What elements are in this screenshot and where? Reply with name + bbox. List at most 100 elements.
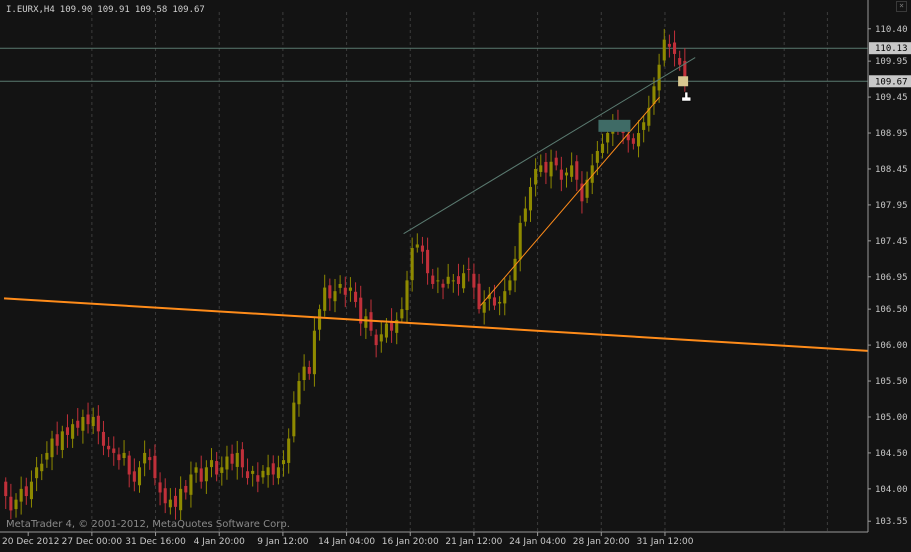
candle	[45, 441, 49, 468]
candle-body	[672, 42, 677, 54]
candle-body	[333, 291, 337, 302]
candle-body	[544, 161, 548, 173]
candle-body	[354, 291, 358, 302]
candle-body	[220, 467, 224, 473]
candle-body	[348, 287, 352, 291]
candle	[173, 487, 178, 520]
candle-body	[204, 467, 208, 482]
candle	[251, 465, 255, 487]
close-value: 109.67	[172, 5, 205, 15]
candle-body	[415, 244, 419, 248]
candle-body	[168, 499, 172, 508]
candle-body	[570, 165, 574, 177]
candle-body	[318, 309, 322, 330]
candle	[209, 448, 214, 478]
candle-body	[9, 496, 13, 511]
candle	[276, 455, 280, 485]
candle	[35, 456, 39, 492]
candle	[204, 460, 208, 494]
candle	[127, 450, 131, 488]
candle-body	[137, 467, 142, 486]
price-tick-label: 106.50	[875, 305, 908, 315]
time-tick-label: 28 Jan 20:00	[573, 537, 630, 547]
horizontal-lines[interactable]: 110.13 109.67	[0, 42, 911, 88]
price-tick-label: 106.00	[875, 341, 908, 351]
candle	[189, 461, 193, 508]
candle	[338, 275, 342, 294]
price-tick-label: 105.00	[875, 413, 908, 423]
candle-body	[153, 455, 157, 479]
candle	[570, 152, 574, 182]
candle	[261, 465, 265, 484]
candle-body	[446, 276, 450, 284]
candle-body	[122, 452, 126, 459]
candle	[215, 451, 219, 482]
candle-body	[24, 486, 28, 497]
trendlines[interactable]	[3, 57, 869, 352]
candle	[297, 372, 301, 417]
candle-body	[281, 460, 286, 465]
candle-body	[112, 448, 116, 453]
candle	[456, 263, 461, 296]
price-tick-label: 108.95	[875, 129, 908, 139]
candle-body	[230, 453, 234, 464]
candle-body	[76, 420, 80, 428]
candle-body	[338, 283, 342, 288]
close-icon[interactable]: ×	[896, 1, 907, 12]
candle	[117, 447, 121, 470]
candle-body	[163, 488, 167, 504]
candle	[472, 263, 476, 300]
candle	[410, 237, 414, 292]
candle-body	[189, 474, 193, 495]
candles	[4, 28, 687, 521]
candle-body	[40, 463, 44, 472]
candle	[498, 296, 502, 316]
candle	[230, 444, 234, 471]
candle-body	[384, 323, 388, 338]
candle-body	[482, 301, 486, 313]
candle	[564, 167, 569, 188]
price-tick-label: 107.95	[875, 201, 908, 211]
price-tick-label: 103.55	[875, 517, 908, 527]
candle-body	[667, 43, 671, 47]
candle-body	[4, 481, 8, 497]
candle-body	[312, 330, 316, 375]
candle-body	[261, 470, 265, 478]
candle	[554, 150, 558, 171]
candle	[328, 278, 332, 311]
candle	[657, 53, 661, 103]
candle	[528, 177, 533, 222]
candle-body	[86, 414, 90, 425]
candle	[431, 268, 435, 289]
candle-body	[287, 438, 291, 463]
high-value: 109.91	[97, 5, 130, 15]
channel-label-box	[598, 119, 631, 132]
candle	[65, 414, 70, 448]
candle	[256, 462, 260, 493]
grid-layer	[91, 12, 828, 532]
candle-body	[71, 424, 75, 439]
candle	[600, 133, 605, 159]
candle	[112, 436, 116, 466]
candle-body	[364, 316, 368, 328]
candle-body	[179, 488, 183, 511]
candle	[122, 440, 126, 466]
open-value: 109.90	[59, 5, 93, 15]
candle-body	[158, 482, 162, 493]
candle-body	[456, 276, 461, 284]
candle	[523, 196, 527, 227]
candle	[101, 420, 106, 456]
candle	[436, 267, 440, 294]
candle-body	[297, 381, 301, 405]
candle	[318, 304, 322, 341]
candle-body	[636, 133, 641, 147]
candle	[271, 455, 275, 486]
candle	[287, 428, 291, 474]
candle-body	[410, 248, 414, 281]
candle	[559, 156, 563, 192]
price-tick-label: 109.95	[875, 57, 908, 67]
candle	[96, 405, 100, 445]
candle	[240, 442, 244, 478]
